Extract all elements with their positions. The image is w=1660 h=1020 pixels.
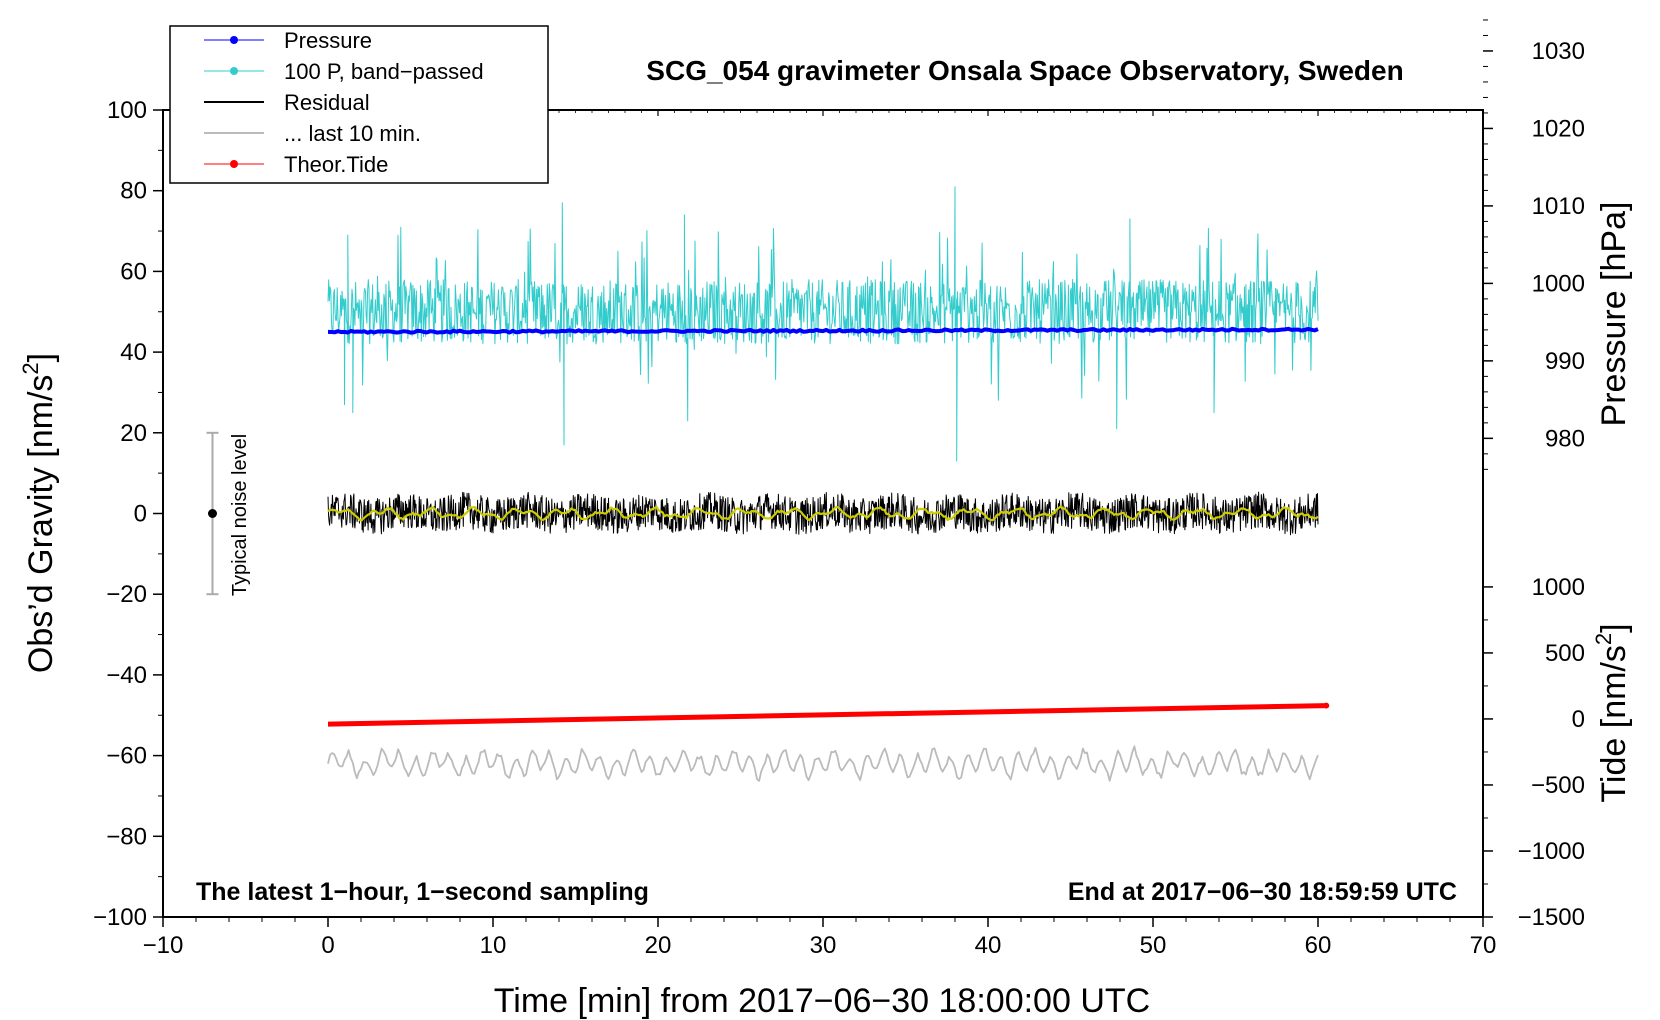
- tide-tick-label: −1500: [1518, 904, 1585, 931]
- chart-title: SCG_054 gravimeter Onsala Space Observat…: [646, 55, 1403, 86]
- pressure-tick-label: 990: [1545, 348, 1585, 375]
- theoretical-tide-endpoint: [1323, 702, 1330, 709]
- y-tick-label: 40: [120, 339, 147, 366]
- annotation-end-time: End at 2017−06−30 18:59:59 UTC: [1068, 878, 1457, 906]
- y-axis-label-tide: Tide [nm/s2]: [1591, 623, 1633, 802]
- x-axis-label: Time [min] from 2017−06−30 18:00:00 UTC: [494, 982, 1150, 1020]
- pressure-tick-label: 1020: [1532, 115, 1585, 142]
- y-tick-label: −60: [106, 743, 147, 770]
- legend-label: ... last 10 min.: [284, 121, 421, 146]
- x-tick-label: 40: [975, 932, 1002, 959]
- legend-label: Residual: [284, 90, 370, 115]
- annotation-sampling: The latest 1−hour, 1−second sampling: [196, 878, 649, 906]
- tide-tick-label: 1000: [1532, 574, 1585, 601]
- pressure-tick-label: 980: [1545, 425, 1585, 452]
- y-axis-label-left: Obs’d Gravity [nm/s2]: [18, 353, 60, 673]
- residual-smoothed-line: [327, 505, 1319, 522]
- y-tick-label: −20: [106, 581, 147, 608]
- x-tick-label: 10: [480, 932, 507, 959]
- legend-swatch-marker: [230, 67, 238, 75]
- tide-tick-label: −500: [1531, 772, 1585, 799]
- x-tick-label: 0: [321, 932, 334, 959]
- noise-bar-group: Typical noise level: [206, 431, 251, 596]
- y-tick-label: 20: [120, 420, 147, 447]
- x-tick-label: 20: [645, 932, 672, 959]
- data-series: [327, 186, 1330, 782]
- pressure-tick-label: 1010: [1532, 193, 1585, 220]
- legend-label: Pressure: [284, 28, 372, 53]
- x-tick-label: 50: [1140, 932, 1167, 959]
- x-tick-label: −10: [143, 932, 184, 959]
- axis-ticks: −10 0 10 20 30 40 50 60 70−100−80−60−40−20020406…: [93, 19, 1585, 959]
- band-passed-pressure-line: [327, 186, 1319, 462]
- legend-box: [169, 25, 549, 184]
- legend-label: Theor.Tide: [284, 152, 388, 177]
- noise-bar-center-dot: [208, 509, 217, 518]
- legend-swatch-marker: [230, 160, 238, 168]
- y-axis-label-pressure: Pressure [hPa]: [1595, 202, 1633, 427]
- x-tick-label: 60: [1305, 932, 1332, 959]
- noise-bar-label: Typical noise level: [229, 434, 251, 596]
- legend-swatch-marker: [230, 36, 238, 44]
- legend-label: 100 P, band−passed: [284, 59, 484, 84]
- y-tick-label: −80: [106, 823, 147, 850]
- y-tick-label: −40: [106, 662, 147, 689]
- legend: Pressure 100 P, band−passed Residual ... la…: [169, 25, 549, 184]
- pressure-tick-label: 1030: [1532, 38, 1585, 65]
- y-tick-label: 60: [120, 258, 147, 285]
- last-10-min-line: [327, 745, 1319, 782]
- x-tick-label: 30: [810, 932, 837, 959]
- x-tick-label: 70: [1470, 932, 1497, 959]
- tide-tick-label: −1000: [1518, 838, 1585, 865]
- theoretical-tide-line: [327, 703, 1327, 727]
- pressure-line: [327, 326, 1319, 335]
- tide-tick-label: 500: [1545, 640, 1585, 667]
- y-tick-label: 80: [120, 178, 147, 205]
- y-tick-label: 0: [134, 501, 147, 528]
- pressure-tick-label: 1000: [1532, 270, 1585, 297]
- y-tick-label: −100: [93, 904, 147, 931]
- tide-tick-label: 0: [1572, 706, 1585, 733]
- y-tick-label: 100: [107, 97, 147, 124]
